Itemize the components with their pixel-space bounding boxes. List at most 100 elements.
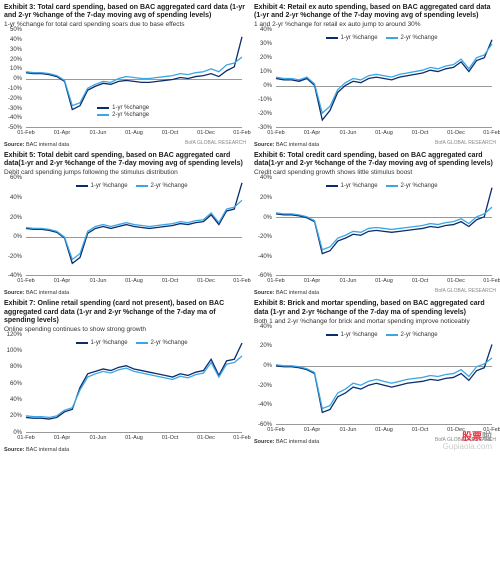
chart-panel-6: Exhibit 6: Total credit card spending, b…: [254, 152, 496, 296]
legend: 1-yr %change2-yr %change: [95, 104, 151, 119]
x-tick-label: 01-Feb: [267, 427, 284, 433]
chart-area: 50%40%30%20%10%0%-10%-20%-30%-40%-50%1-y…: [4, 30, 246, 140]
y-tick-label: 10%: [10, 66, 22, 72]
legend-label-2yr: 2-yr %change: [401, 332, 438, 338]
source-label: Source:: [254, 142, 274, 148]
x-tick-label: 01-Jun: [340, 130, 357, 136]
source-label: Source:: [4, 142, 24, 148]
legend-label-2yr: 2-yr %change: [401, 183, 438, 189]
legend-label-2yr: 2-yr %change: [151, 340, 188, 346]
x-tick-label: 01-Oct: [162, 278, 179, 284]
watermark: 股票啦Gupiaola.com: [443, 433, 492, 451]
legend-swatch-2yr: [136, 342, 148, 344]
chart-subtitle: 1-yr %change for total card spending soa…: [4, 21, 246, 28]
x-tick-label: 01-Dec: [197, 130, 215, 136]
legend-swatch-1yr: [97, 107, 109, 109]
x-tick-label: 01-Oct: [412, 278, 429, 284]
y-tick-label: 0%: [263, 83, 272, 89]
chart-area: 60%40%20%0%-20%-40%1-yr %change2-yr %cha…: [4, 178, 246, 288]
legend-swatch-2yr: [386, 185, 398, 187]
legend-swatch-2yr: [386, 334, 398, 336]
x-tick-label: 01-Aug: [375, 427, 393, 433]
chart-title: Exhibit 5: Total debit card spending, ba…: [4, 152, 246, 168]
chart-area: 40%20%0%-20%-40%-60%1-yr %change2-yr %ch…: [254, 327, 496, 437]
y-tick-label: 0%: [13, 234, 22, 240]
source-text: BAC internal data: [276, 142, 319, 148]
chart-panel-5: Exhibit 5: Total debit card spending, ba…: [4, 152, 246, 296]
legend-label-1yr: 1-yr %change: [341, 35, 378, 41]
legend-swatch-1yr: [326, 185, 338, 187]
y-tick-label: -30%: [8, 106, 22, 112]
x-tick-label: 01-Oct: [162, 130, 179, 136]
legend: 1-yr %change 2-yr %change: [324, 331, 440, 339]
chart-area: 40%20%0%-20%-40%-60%1-yr %change2-yr %ch…: [254, 178, 496, 288]
legend-label-1yr: 1-yr %change: [112, 105, 149, 111]
y-tick-label: -40%: [258, 402, 272, 408]
x-tick-label: 01-Jun: [90, 130, 107, 136]
research-label: BofA GLOBAL RESEARCH: [435, 288, 496, 296]
research-label: BofA GLOBAL RESEARCH: [185, 140, 246, 148]
source-label: Source:: [254, 290, 274, 296]
y-tick-label: -40%: [258, 254, 272, 260]
legend-swatch-2yr: [97, 114, 109, 116]
x-tick-label: 01-Aug: [125, 278, 143, 284]
x-tick-label: 01-Feb: [483, 130, 500, 136]
x-tick-label: 01-Dec: [197, 435, 215, 441]
legend-swatch-1yr: [326, 334, 338, 336]
x-tick-label: 01-Apr: [304, 427, 321, 433]
chart-title: Exhibit 8: Brick and mortar spending, ba…: [254, 300, 496, 316]
chart-subtitle: 1 and 2-yr %change for retail ex auto ju…: [254, 21, 496, 28]
series-1yr: [26, 343, 242, 419]
series-2yr: [26, 356, 242, 417]
y-tick-label: 40%: [260, 27, 272, 33]
chart-subtitle: Debit card spending jumps following the …: [4, 169, 246, 176]
y-tick-label: 30%: [260, 41, 272, 47]
chart-area: 120%100%80%60%40%20%0%1-yr %change2-yr %…: [4, 335, 246, 445]
legend-label-1yr: 1-yr %change: [341, 332, 378, 338]
chart-title: Exhibit 3: Total card spending, based on…: [4, 4, 246, 20]
research-label: BofA GLOBAL RESEARCH: [435, 140, 496, 148]
x-tick-label: 01-Feb: [233, 435, 250, 441]
legend: 1-yr %change2-yr %change: [324, 182, 440, 190]
y-tick-label: 0%: [263, 363, 272, 369]
y-tick-label: 30%: [10, 47, 22, 53]
series-2yr: [276, 208, 492, 251]
y-tick-label: 20%: [10, 413, 22, 419]
y-tick-label: 50%: [10, 27, 22, 33]
series-1yr: [276, 188, 492, 254]
y-tick-label: 40%: [260, 175, 272, 181]
series-1yr: [26, 37, 242, 110]
x-tick-label: 01-Oct: [162, 435, 179, 441]
source-label: Source:: [254, 439, 274, 445]
series-2yr: [26, 201, 242, 260]
x-tick-label: 01-Apr: [304, 278, 321, 284]
chart-subtitle: Online spending continues to show strong…: [4, 326, 246, 333]
x-tick-label: 01-Aug: [375, 130, 393, 136]
source-text: BAC internal data: [276, 290, 319, 296]
legend: 1-yr %change2-yr %change: [74, 182, 190, 190]
y-tick-label: 20%: [260, 343, 272, 349]
source-text: BAC internal data: [26, 447, 69, 453]
x-tick-label: 01-Feb: [17, 130, 34, 136]
series-1yr: [276, 344, 492, 412]
y-tick-label: -20%: [8, 96, 22, 102]
y-tick-label: 20%: [10, 57, 22, 63]
chart-title: Exhibit 6: Total credit card spending, b…: [254, 152, 496, 168]
legend-label-1yr: 1-yr %change: [91, 183, 128, 189]
legend-label-2yr: 2-yr %change: [112, 112, 149, 118]
x-tick-label: 01-Oct: [412, 427, 429, 433]
x-tick-label: 01-Dec: [447, 130, 465, 136]
series-2yr: [276, 358, 492, 408]
legend-label-2yr: 2-yr %change: [401, 35, 438, 41]
chart-panel-8: Exhibit 8: Brick and mortar spending, ba…: [254, 300, 496, 452]
y-tick-label: -20%: [258, 234, 272, 240]
series-1yr: [276, 40, 492, 120]
y-tick-label: 40%: [10, 37, 22, 43]
x-tick-label: 01-Feb: [17, 435, 34, 441]
source-text: BAC internal data: [26, 290, 69, 296]
legend: 1-yr %change 2-yr %change: [324, 34, 440, 42]
x-tick-label: 01-Aug: [125, 435, 143, 441]
y-tick-label: -20%: [258, 111, 272, 117]
y-tick-label: 20%: [260, 195, 272, 201]
x-tick-label: 01-Jun: [340, 427, 357, 433]
